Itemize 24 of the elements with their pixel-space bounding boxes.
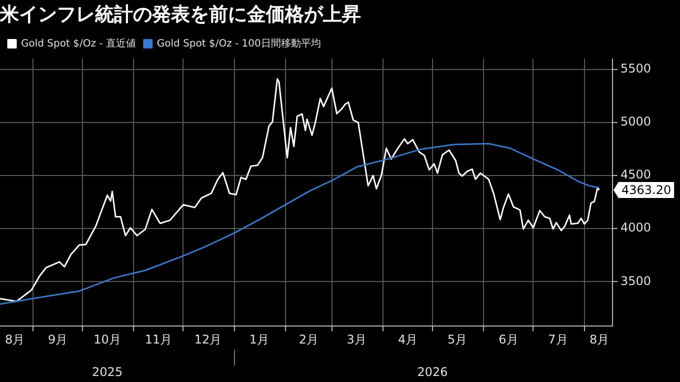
- x-tick-label: 6月: [498, 332, 518, 347]
- x-tick-label: 8月: [5, 332, 25, 347]
- x-tick-label: 12月: [194, 332, 222, 347]
- x-tick-label: 4月: [398, 332, 418, 347]
- y-tick-label: 4000: [620, 220, 652, 235]
- y-tick-label: 3500: [620, 274, 652, 288]
- data-label: 4363.20: [621, 183, 672, 198]
- x-tick-label: 5月: [447, 332, 468, 347]
- x-tick-label: 7月: [548, 332, 568, 347]
- x-tick-label: 9月: [48, 332, 68, 347]
- legend-label: Gold Spot $/Oz - 直近値: [21, 37, 136, 50]
- y-tick-label: 5000: [620, 114, 652, 129]
- x-tick-label: 1月: [249, 332, 269, 347]
- x-tick-label: 10月: [94, 332, 121, 347]
- y-tick-label: 5500: [620, 62, 652, 76]
- chart-title: 米インフレ統計の発表を前に金価格が上昇: [0, 3, 361, 26]
- x-tick-label: 2月: [298, 332, 319, 347]
- x-tick-label: 8月: [589, 332, 610, 347]
- legend-label: Gold Spot $/Oz - 100日間移動平均: [156, 37, 321, 50]
- x2-tick-label: 2026: [417, 364, 448, 379]
- x-tick-label: 3月: [346, 332, 366, 347]
- y-tick-label: 4500: [620, 168, 652, 182]
- x2-tick-label: 2025: [92, 364, 123, 379]
- x-tick-label: 11月: [144, 332, 172, 347]
